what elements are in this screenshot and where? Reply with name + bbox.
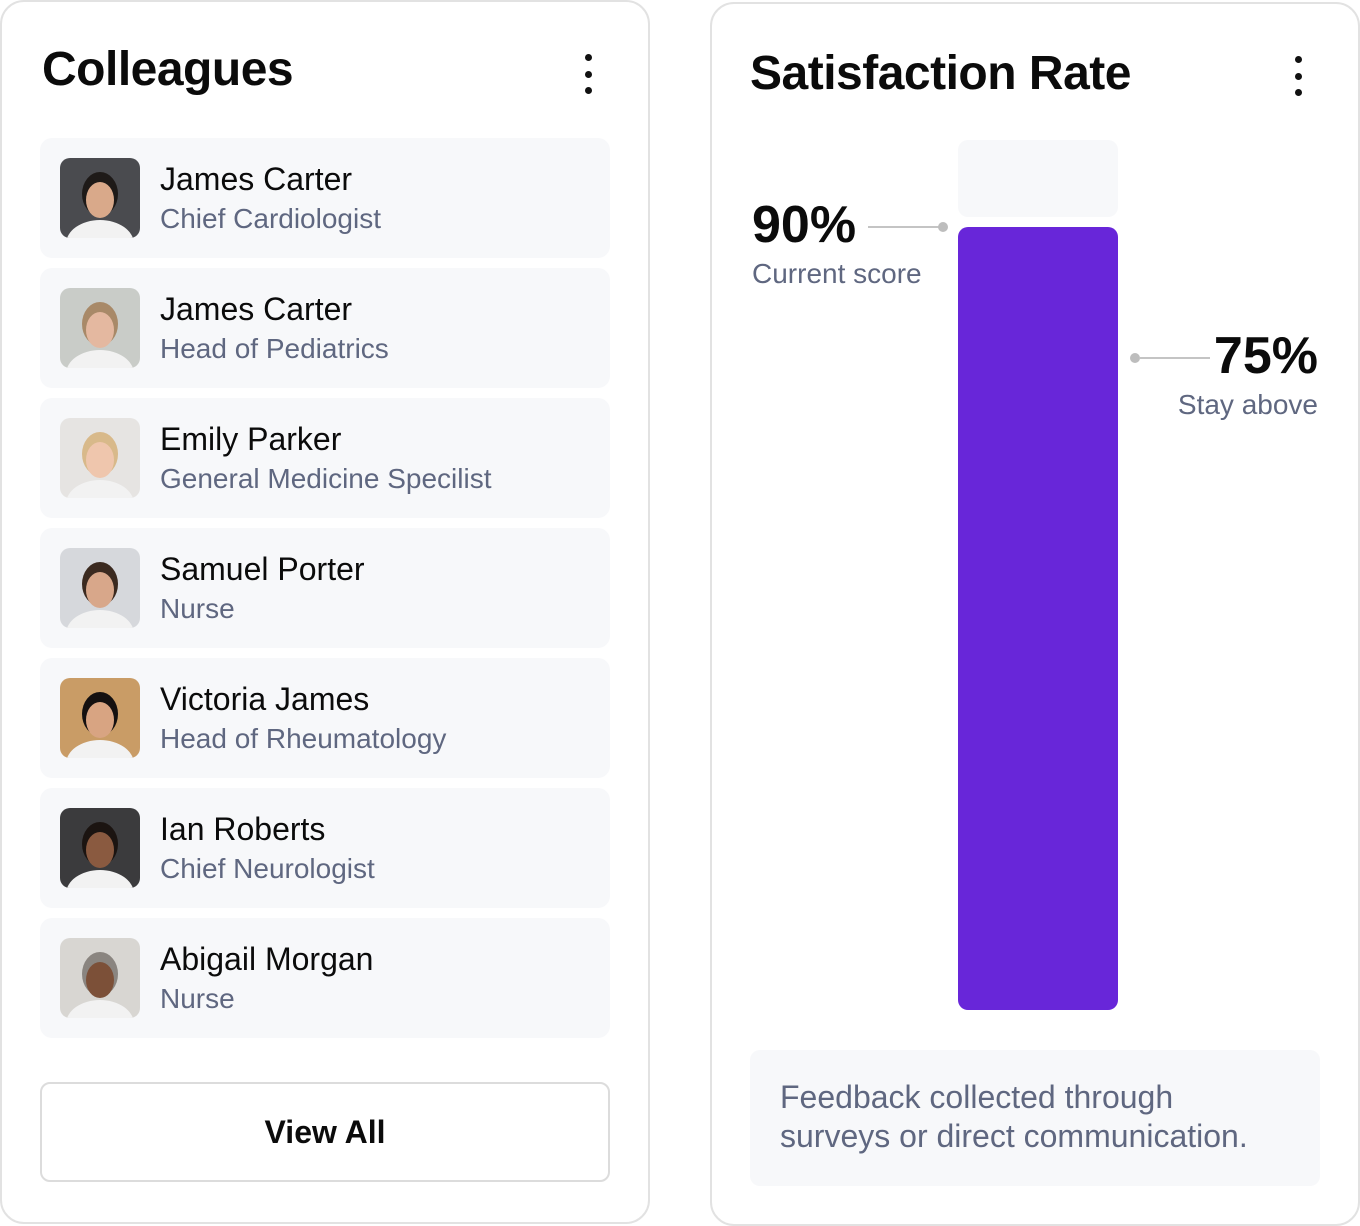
colleague-name: Abigail Morgan: [160, 941, 374, 977]
kebab-menu-icon[interactable]: [578, 54, 598, 94]
colleague-role: General Medicine Specilist: [160, 463, 492, 494]
colleague-role: Chief Neurologist: [160, 853, 375, 884]
colleague-name: James Carter: [160, 291, 353, 327]
colleague-role: Head of Rheumatology: [160, 723, 447, 754]
avatar: [60, 808, 140, 888]
colleague-list-item[interactable]: James Carter Head of Pediatrics: [40, 268, 610, 388]
colleague-role: Nurse: [160, 983, 235, 1014]
bar-track: [958, 140, 1118, 217]
target-dot: [1130, 352, 1140, 363]
colleague-list-item[interactable]: Victoria James Head of Rheumatology: [40, 658, 610, 778]
colleague-list-item[interactable]: Ian Roberts Chief Neurologist: [40, 788, 610, 908]
colleagues-card: Colleagues James Carter Chief Cardiologi…: [0, 0, 650, 1224]
feedback-note: Feedback collected through surveys or di…: [750, 1050, 1320, 1186]
avatar: [60, 158, 140, 238]
colleague-role: Chief Cardiologist: [160, 203, 381, 234]
current-score-label: Current score: [752, 258, 922, 289]
target-leader-line: [1140, 356, 1210, 359]
colleague-role: Head of Pediatrics: [160, 333, 389, 364]
current-score-leader-line: [868, 226, 940, 228]
colleague-list-item[interactable]: James Carter Chief Cardiologist: [40, 138, 610, 258]
colleague-name: James Carter: [160, 161, 353, 197]
satisfaction-bar: [958, 227, 1118, 1010]
satisfaction-title: Satisfaction Rate: [750, 47, 1131, 100]
target-value: 75%: [1213, 326, 1318, 385]
colleague-list-item[interactable]: Samuel Porter Nurse: [40, 528, 610, 648]
colleague-name: Samuel Porter: [160, 551, 365, 587]
kebab-menu-icon[interactable]: [1288, 56, 1308, 96]
avatar: [60, 678, 140, 758]
colleague-name: Victoria James: [160, 681, 370, 717]
colleague-list-item[interactable]: Emily Parker General Medicine Specilist: [40, 398, 610, 518]
colleague-role: Nurse: [160, 593, 235, 624]
colleague-name: Ian Roberts: [160, 811, 326, 847]
avatar: [60, 548, 140, 628]
colleagues-title: Colleagues: [42, 43, 294, 96]
target-label: Stay above: [1177, 388, 1318, 420]
avatar: [60, 288, 140, 368]
current-score-value: 90%: [752, 196, 857, 254]
avatar: [60, 418, 140, 498]
view-all-button[interactable]: View All: [40, 1082, 610, 1182]
current-score-dot: [938, 222, 948, 232]
colleague-list-item[interactable]: Abigail Morgan Nurse: [40, 918, 610, 1038]
satisfaction-card: Satisfaction Rate 90% Current score 75% …: [710, 2, 1360, 1226]
colleague-name: Emily Parker: [160, 421, 342, 457]
avatar: [60, 938, 140, 1018]
